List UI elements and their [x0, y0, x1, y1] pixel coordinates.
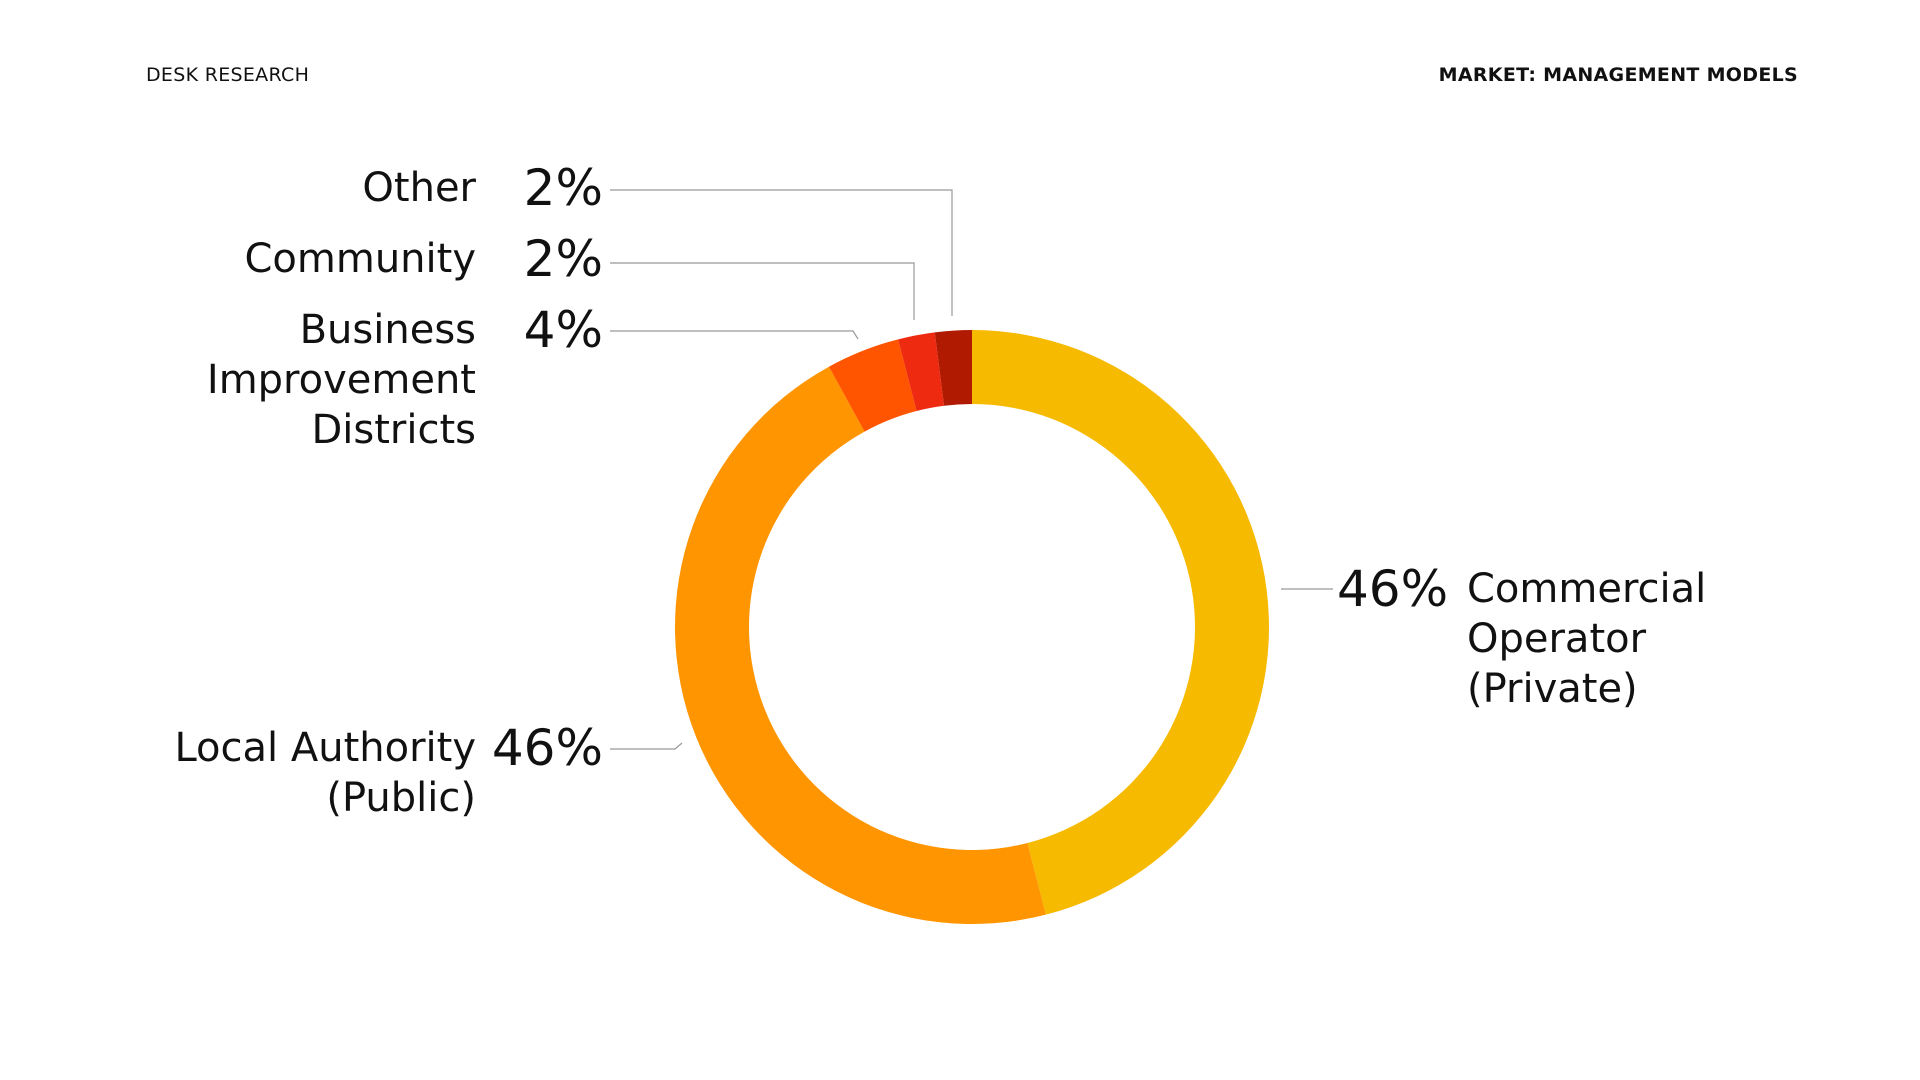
- value-label: 4%: [523, 301, 603, 359]
- donut-segment: [675, 366, 1046, 924]
- value-label: 46%: [1337, 560, 1449, 618]
- slice-label: Community: [244, 236, 476, 282]
- header-right: MARKET: MANAGEMENT MODELS: [1438, 64, 1798, 86]
- leader-line: [610, 262, 915, 320]
- donut-segment: [828, 339, 917, 432]
- slice-label: Business Improvement Districts: [206, 307, 476, 453]
- slice-label: Local Authority (Public): [174, 725, 476, 821]
- leader-line: [610, 330, 859, 340]
- value-label: 2%: [523, 159, 603, 217]
- leader-line: [610, 189, 953, 316]
- value-label: 2%: [523, 230, 603, 288]
- header-left: DESK RESEARCH: [146, 64, 310, 86]
- leader-line: [610, 742, 683, 750]
- value-label: 46%: [491, 719, 603, 777]
- donut-segment: [898, 332, 945, 412]
- donut-segment: [972, 330, 1269, 915]
- slice-label: Other: [362, 165, 476, 211]
- slice-label: Commercial Operator (Private): [1467, 566, 1707, 712]
- donut-segment: [934, 330, 972, 406]
